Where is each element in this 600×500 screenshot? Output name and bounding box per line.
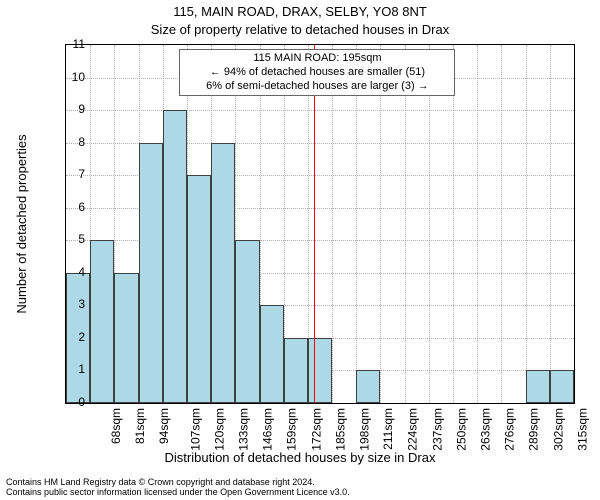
y-tick-label: 6 xyxy=(55,200,85,214)
y-tick-label: 9 xyxy=(55,102,85,116)
annotation-line: 115 MAIN ROAD: 195sqm xyxy=(186,52,448,66)
gridline-v xyxy=(405,45,406,403)
x-tick-label: 120sqm xyxy=(213,408,227,451)
figure-container: 115, MAIN ROAD, DRAX, SELBY, YO8 8NT Siz… xyxy=(0,0,600,500)
reference-line xyxy=(314,45,315,403)
y-tick-label: 5 xyxy=(55,232,85,246)
histogram-bar xyxy=(356,370,380,403)
gridline-v xyxy=(550,45,551,403)
histogram-bar xyxy=(211,143,235,403)
histogram-bar xyxy=(235,240,259,403)
x-tick-label: 159sqm xyxy=(285,408,299,451)
annotation-box: 115 MAIN ROAD: 195sqm← 94% of detached h… xyxy=(179,49,455,96)
y-axis-label: Number of detached properties xyxy=(14,44,34,404)
title-subtitle: Size of property relative to detached ho… xyxy=(0,22,600,37)
histogram-bar xyxy=(163,110,187,403)
x-tick-label: 68sqm xyxy=(109,408,123,444)
histogram-bar xyxy=(260,305,284,403)
y-tick-label: 11 xyxy=(55,37,85,51)
gridline-v xyxy=(429,45,430,403)
plot-area-wrap: 115 MAIN ROAD: 195sqm← 94% of detached h… xyxy=(65,44,575,404)
y-tick-label: 7 xyxy=(55,167,85,181)
x-tick-label: 107sqm xyxy=(188,408,202,451)
title-address: 115, MAIN ROAD, DRAX, SELBY, YO8 8NT xyxy=(0,4,600,19)
x-tick-label: 211sqm xyxy=(381,408,395,450)
x-tick-label: 302sqm xyxy=(551,408,565,451)
gridline-v xyxy=(380,45,381,403)
x-tick-label: 237sqm xyxy=(430,408,444,451)
footer-attribution: Contains HM Land Registry data © Crown c… xyxy=(6,478,350,498)
x-tick-label: 198sqm xyxy=(358,408,372,451)
histogram-bar xyxy=(114,273,138,403)
annotation-line: 6% of semi-detached houses are larger (3… xyxy=(186,80,448,94)
histogram-bar xyxy=(139,143,163,403)
x-tick-label: 94sqm xyxy=(158,408,172,444)
gridline-h xyxy=(66,110,574,111)
gridline-v xyxy=(453,45,454,403)
x-tick-label: 250sqm xyxy=(454,408,468,451)
x-tick-label: 133sqm xyxy=(237,408,251,451)
y-tick-label: 1 xyxy=(55,362,85,376)
gridline-v xyxy=(356,45,357,403)
histogram-bar xyxy=(90,240,114,403)
x-tick-label: 263sqm xyxy=(479,408,493,451)
x-tick-label: 224sqm xyxy=(406,408,420,451)
y-tick-label: 10 xyxy=(55,70,85,84)
annotation-line: ← 94% of detached houses are smaller (51… xyxy=(186,66,448,80)
histogram-bar xyxy=(187,175,211,403)
histogram-bar xyxy=(550,370,574,403)
histogram-bar xyxy=(526,370,550,403)
y-tick-label: 4 xyxy=(55,265,85,279)
y-tick-label: 0 xyxy=(55,395,85,409)
plot-area: 115 MAIN ROAD: 195sqm← 94% of detached h… xyxy=(65,44,575,404)
y-tick-label: 3 xyxy=(55,297,85,311)
x-tick-label: 289sqm xyxy=(527,408,541,451)
y-tick-label: 2 xyxy=(55,330,85,344)
footer-line-2: Contains public sector information licen… xyxy=(6,488,350,498)
x-tick-label: 276sqm xyxy=(503,408,517,451)
histogram-bar xyxy=(284,338,308,403)
x-tick-label: 81sqm xyxy=(133,408,147,444)
gridline-v xyxy=(501,45,502,403)
x-tick-label: 172sqm xyxy=(309,408,323,451)
histogram-bar xyxy=(308,338,332,403)
gridline-v xyxy=(526,45,527,403)
x-tick-label: 315sqm xyxy=(575,408,589,451)
gridline-v xyxy=(332,45,333,403)
gridline-v xyxy=(477,45,478,403)
x-axis-label: Distribution of detached houses by size … xyxy=(0,450,600,465)
x-tick-label: 146sqm xyxy=(261,408,275,451)
x-tick-label: 185sqm xyxy=(334,408,348,451)
y-tick-label: 8 xyxy=(55,135,85,149)
